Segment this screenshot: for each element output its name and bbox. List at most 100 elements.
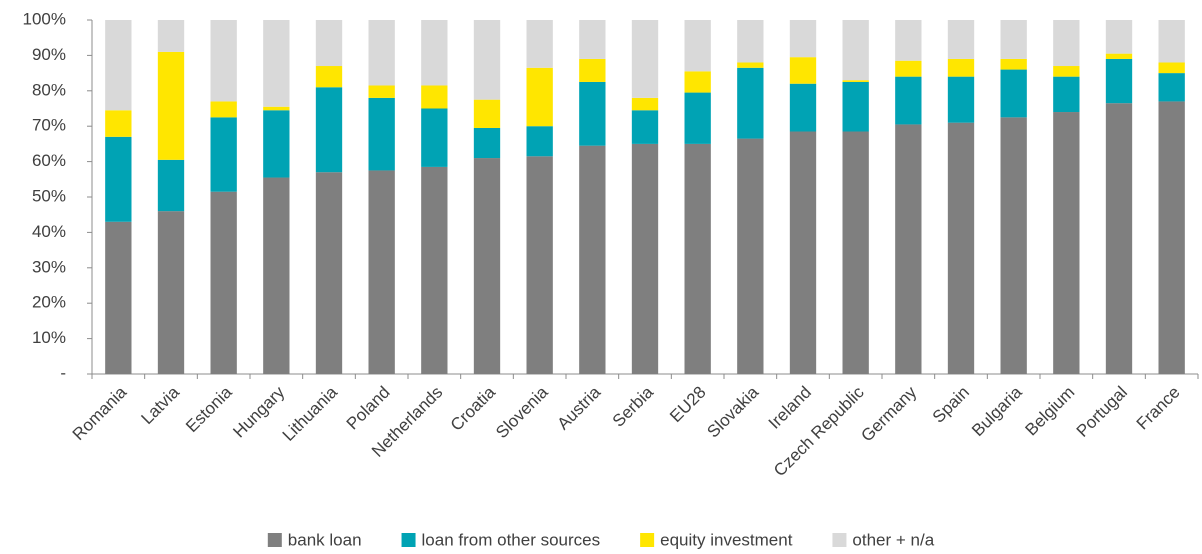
bar-segment: [263, 106, 290, 111]
bar-segment: [737, 138, 764, 374]
bar-segment: [789, 83, 817, 132]
bar-segment: [684, 92, 711, 144]
bar-segment: [1000, 20, 1027, 59]
bar-segment: [947, 20, 975, 59]
bar-segment: [895, 60, 922, 77]
bar-segment: [421, 20, 448, 86]
bar-segment: [263, 20, 290, 107]
bar-segment: [157, 211, 185, 374]
bar-segment: [737, 20, 764, 63]
bar-segment: [737, 67, 764, 139]
bar-segment: [789, 131, 817, 374]
bar-segment: [1105, 53, 1133, 59]
bar-segment: [105, 20, 132, 111]
bar-segment: [1158, 20, 1185, 63]
bar-segment: [421, 108, 448, 167]
bar-segment: [1158, 73, 1185, 102]
legend-label: loan from other sources: [422, 530, 601, 549]
x-tick-label: Belgium: [1021, 383, 1078, 440]
bar-segment: [105, 110, 132, 137]
y-tick-label: 80%: [32, 80, 66, 99]
bar-segment: [473, 127, 501, 159]
x-tick-label: Austria: [553, 382, 604, 433]
x-tick-label: Slovenia: [492, 382, 552, 442]
legend-swatch: [640, 533, 655, 547]
bar-segment: [263, 110, 290, 178]
y-tick-label: -: [60, 363, 66, 382]
bar-segment: [526, 20, 553, 68]
bar-segment: [1158, 101, 1185, 375]
bar-segment: [842, 80, 869, 82]
x-tick-label: Lithuania: [279, 382, 342, 445]
y-tick-label: 20%: [32, 293, 66, 312]
y-tick-label: 40%: [32, 222, 66, 241]
bar-segment: [737, 62, 764, 68]
bar-segment: [947, 122, 975, 374]
y-tick-label: 60%: [32, 151, 66, 170]
bar-segment: [789, 57, 817, 84]
legend-swatch: [832, 533, 847, 547]
bar-segment: [421, 85, 448, 109]
y-tick-label: 50%: [32, 186, 66, 205]
bar-segment: [1105, 20, 1133, 54]
y-tick-label: 10%: [32, 328, 66, 347]
bar-segment: [684, 71, 711, 93]
bar-segment: [895, 76, 922, 125]
bar-segment: [842, 20, 869, 81]
bar-segment: [842, 131, 869, 374]
x-tick-label: France: [1133, 383, 1184, 434]
bar-segment: [579, 81, 606, 146]
y-tick-label: 70%: [32, 116, 66, 135]
bar-segment: [526, 156, 553, 374]
x-tick-label: Germany: [857, 382, 920, 445]
y-tick-label: 100%: [23, 9, 66, 28]
y-tick-label: 90%: [32, 45, 66, 64]
x-tick-label: Bulgaria: [968, 382, 1026, 440]
bar-segment: [631, 20, 659, 98]
bar-segment: [1053, 76, 1080, 113]
bar-segment: [315, 20, 343, 67]
bar-segment: [631, 143, 659, 374]
x-tick-label: Serbia: [609, 382, 658, 431]
bar-segment: [368, 97, 395, 171]
bar-segment: [947, 58, 975, 77]
legend-label: other + n/a: [852, 530, 934, 549]
bar-segment: [579, 145, 606, 374]
bar-segment: [789, 20, 817, 58]
bar-segment: [157, 20, 185, 52]
x-tick-label: EU28: [666, 383, 710, 427]
bar-segment: [579, 58, 606, 82]
bar-segment: [1158, 62, 1185, 74]
bar-segment: [526, 67, 553, 127]
bar-segment: [684, 20, 711, 72]
bar-segment: [210, 101, 237, 118]
bar-segment: [315, 66, 343, 88]
bar-segment: [105, 136, 132, 222]
bar-segment: [631, 110, 659, 144]
bar-segment: [947, 76, 975, 123]
bar-segment: [1105, 103, 1133, 374]
bar-segment: [842, 81, 869, 132]
y-tick-label: 30%: [32, 257, 66, 276]
bar-segment: [1053, 20, 1080, 67]
bar-segment: [631, 97, 659, 111]
bar-segment: [368, 20, 395, 86]
bar-segment: [421, 166, 448, 374]
legend-label: bank loan: [288, 530, 362, 549]
bar-segment: [1105, 58, 1133, 104]
bar-segment: [210, 191, 237, 374]
bar-segment: [1000, 58, 1027, 70]
bar-segment: [315, 172, 343, 374]
bar-segment: [1053, 66, 1080, 77]
x-tick-label: Estonia: [182, 382, 236, 436]
bar-segment: [315, 87, 343, 173]
bar-segment: [157, 51, 185, 160]
x-tick-label: Poland: [343, 383, 394, 434]
x-tick-label: Spain: [929, 383, 973, 427]
x-tick-label: Portugal: [1073, 383, 1131, 441]
bar-segment: [684, 143, 711, 374]
legend-swatch: [401, 533, 416, 547]
bar-segment: [210, 20, 237, 102]
bar-segment: [895, 20, 922, 61]
